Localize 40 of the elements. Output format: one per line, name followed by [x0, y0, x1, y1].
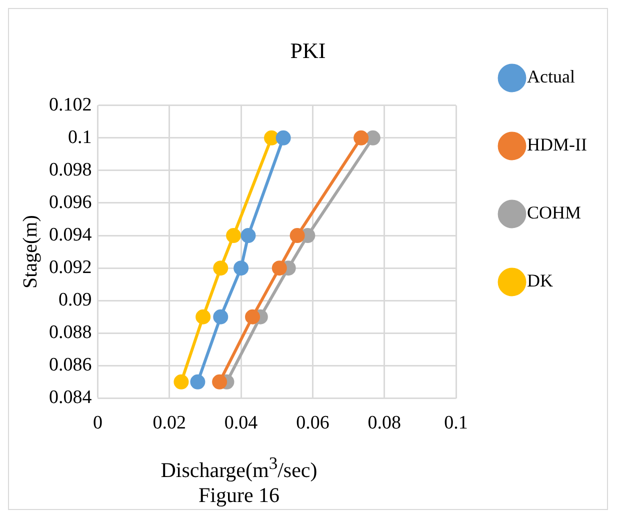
x-tick-label: 0	[93, 412, 102, 434]
y-tick-label: 0.088	[49, 322, 92, 344]
point	[196, 309, 211, 324]
chart-title: PKI	[290, 38, 326, 63]
y-tick-label: 0.086	[49, 354, 92, 376]
y-tick-label: 0.098	[49, 159, 92, 180]
point	[354, 130, 369, 146]
x-axis-title: Discharge(m$^{3}$/sec)	[160, 453, 318, 483]
point	[234, 260, 249, 276]
point	[290, 228, 305, 244]
point	[226, 228, 242, 244]
x-tick-label: 0.02	[152, 412, 186, 434]
point	[212, 374, 228, 390]
y-tick-label: 0.096	[49, 192, 92, 213]
caption: Figure 16	[197, 483, 281, 508]
x-tick-label: 0.06	[296, 412, 330, 434]
legend-label: Actual	[527, 66, 575, 87]
point	[245, 309, 260, 324]
y-tick-label: 0.09	[58, 290, 92, 311]
point	[264, 130, 280, 146]
y-tick-label: 0.102	[49, 94, 92, 116]
point	[213, 309, 228, 324]
point	[213, 260, 228, 276]
legend-label: COHM	[527, 202, 582, 223]
y-tick-label: 0.094	[49, 224, 92, 246]
x-tick-label: 0.08	[368, 412, 401, 434]
y-tick-label: 0.084	[49, 387, 92, 408]
legend-label: HDM-II	[527, 134, 588, 155]
point	[174, 374, 189, 390]
point	[365, 130, 380, 146]
point	[276, 130, 291, 146]
point	[190, 374, 206, 390]
point	[240, 228, 256, 244]
x-tick-label: 0.04	[224, 412, 258, 434]
x-tick-label: 0.1	[444, 412, 468, 434]
y-axis-title: Stage(m)	[19, 215, 42, 288]
legend-label: DK	[527, 270, 554, 291]
y-tick-label: 0.092	[49, 257, 92, 278]
y-tick-label: 0.1	[68, 126, 92, 148]
point	[272, 260, 287, 276]
